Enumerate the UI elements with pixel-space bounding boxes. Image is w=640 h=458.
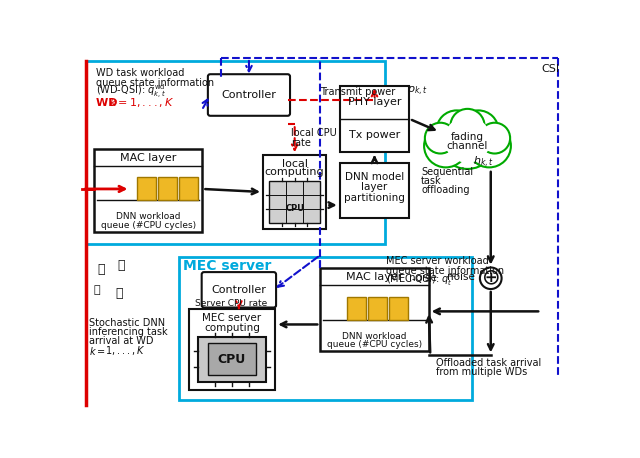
Bar xyxy=(86,61,385,244)
Text: $p_{k,t}$: $p_{k,t}$ xyxy=(407,85,428,98)
Text: WD: WD xyxy=(95,98,121,108)
Text: computing: computing xyxy=(265,167,324,177)
Bar xyxy=(263,155,326,229)
Text: queue state information: queue state information xyxy=(386,266,504,276)
Text: fading: fading xyxy=(451,131,484,142)
Circle shape xyxy=(467,124,511,167)
Text: CPU: CPU xyxy=(285,204,304,213)
Text: noise: noise xyxy=(408,273,436,283)
Circle shape xyxy=(444,116,491,163)
Bar xyxy=(269,181,320,223)
Bar xyxy=(179,177,198,200)
Text: CPU: CPU xyxy=(218,353,246,365)
Text: task: task xyxy=(421,176,442,186)
Bar xyxy=(368,296,387,320)
Text: $\oplus$: $\oplus$ xyxy=(481,268,500,288)
Text: $1,...,K$: $1,...,K$ xyxy=(105,344,145,357)
Bar xyxy=(198,337,266,382)
Circle shape xyxy=(451,109,484,143)
Text: 🚗: 🚗 xyxy=(117,259,125,272)
Text: MEC server: MEC server xyxy=(183,259,271,273)
Text: (WD-QSI): $q_{k,t}^{\rm wd}$: (WD-QSI): $q_{k,t}^{\rm wd}$ xyxy=(95,83,165,101)
Text: $k=$: $k=$ xyxy=(90,344,106,357)
Text: MEC server workload: MEC server workload xyxy=(386,256,489,266)
Text: Tx power: Tx power xyxy=(349,130,400,140)
FancyBboxPatch shape xyxy=(208,74,290,116)
Text: Offloaded task arrival: Offloaded task arrival xyxy=(436,358,541,368)
Bar xyxy=(340,163,410,218)
Circle shape xyxy=(424,124,467,167)
Text: inferencing task: inferencing task xyxy=(90,327,168,337)
Text: PHY layer: PHY layer xyxy=(348,97,401,107)
Text: $h_{k,t}$: $h_{k,t}$ xyxy=(472,155,493,170)
Text: Stochastic DNN: Stochastic DNN xyxy=(90,318,165,328)
Text: noise: noise xyxy=(447,272,476,282)
Circle shape xyxy=(480,267,502,289)
Bar xyxy=(94,149,202,232)
Text: DNN model: DNN model xyxy=(345,172,404,182)
Text: Sequential: Sequential xyxy=(421,167,473,177)
Text: DNN workload: DNN workload xyxy=(116,212,180,221)
Text: MEC server: MEC server xyxy=(202,313,262,323)
Text: local: local xyxy=(282,158,308,169)
Bar xyxy=(158,177,177,200)
Circle shape xyxy=(425,123,456,153)
Text: Transmit power: Transmit power xyxy=(320,87,399,97)
Text: 🐕: 🐕 xyxy=(97,262,104,276)
Bar xyxy=(138,177,156,200)
Text: WD task workload: WD task workload xyxy=(95,68,184,78)
Circle shape xyxy=(436,110,477,150)
FancyBboxPatch shape xyxy=(202,272,276,307)
Text: partitioning: partitioning xyxy=(344,193,405,203)
Text: 📷: 📷 xyxy=(94,285,100,295)
Text: Controller: Controller xyxy=(221,90,276,100)
Circle shape xyxy=(479,123,510,153)
Circle shape xyxy=(458,110,499,150)
Text: layer: layer xyxy=(362,182,388,192)
Text: queue state information: queue state information xyxy=(95,78,214,87)
Text: queue (#CPU cycles): queue (#CPU cycles) xyxy=(327,340,422,349)
Text: DNN workload: DNN workload xyxy=(342,332,407,340)
Bar xyxy=(179,257,472,400)
Text: computing: computing xyxy=(204,322,260,333)
Text: MAC layer: MAC layer xyxy=(346,273,403,283)
Text: Controller: Controller xyxy=(211,285,266,295)
Text: 🚲: 🚲 xyxy=(116,287,123,300)
Circle shape xyxy=(438,110,497,169)
Text: offloading: offloading xyxy=(421,185,470,196)
Bar xyxy=(320,268,429,351)
Bar xyxy=(340,86,410,152)
Text: arrival at WD: arrival at WD xyxy=(90,336,154,346)
Text: (MEC-QSI): $q_t^{\rm ser}$: (MEC-QSI): $q_t^{\rm ser}$ xyxy=(386,272,461,288)
Bar xyxy=(208,343,255,375)
Bar xyxy=(348,296,366,320)
Text: local CPU: local CPU xyxy=(291,129,337,138)
Bar xyxy=(189,309,275,390)
Text: Server CPU rate: Server CPU rate xyxy=(195,299,267,308)
Text: queue (#CPU cycles): queue (#CPU cycles) xyxy=(100,221,196,229)
Text: MAC layer: MAC layer xyxy=(120,153,177,163)
Text: from multiple WDs: from multiple WDs xyxy=(436,367,528,377)
Text: channel: channel xyxy=(447,141,488,151)
Text: $k=1,...,K$: $k=1,...,K$ xyxy=(109,96,175,109)
Text: rate: rate xyxy=(291,138,310,148)
Bar xyxy=(389,296,408,320)
Text: CSI: CSI xyxy=(541,64,559,74)
